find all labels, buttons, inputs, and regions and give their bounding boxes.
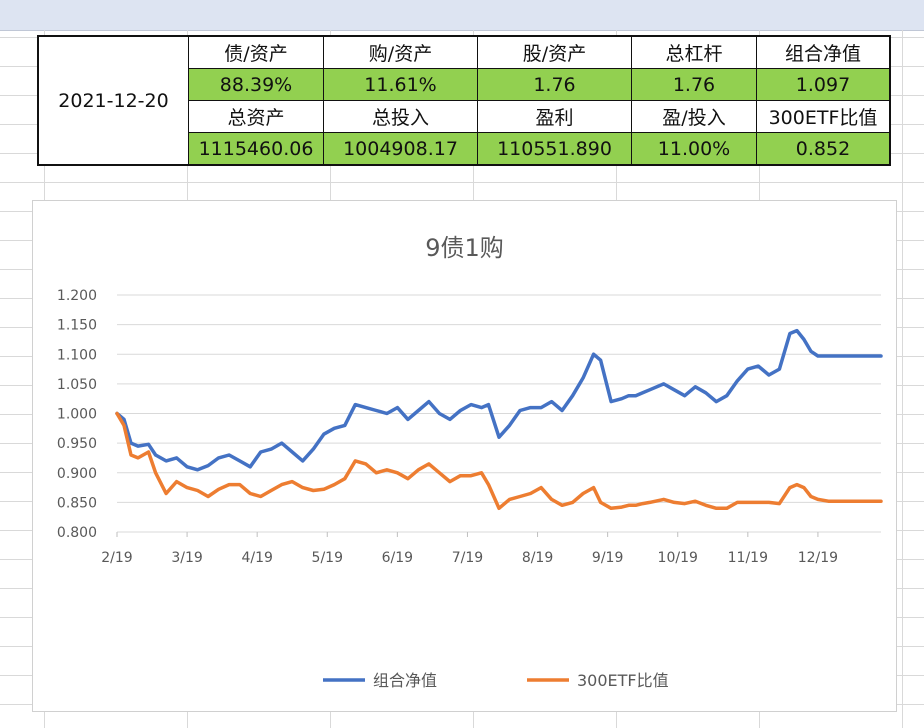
y-tick-label: 1.150 [57, 318, 97, 334]
x-tick-label: 5/19 [312, 550, 343, 566]
chart-title: 9债1购 [425, 234, 504, 262]
summary-date[interactable]: 2021-12-20 [37, 35, 189, 166]
value-total-assets[interactable]: 1115460.06 [188, 132, 324, 166]
x-tick-label: 11/19 [728, 550, 768, 566]
chart-gridlines [117, 294, 881, 533]
value-call-ratio[interactable]: 11.61% [323, 68, 478, 101]
header-total-assets[interactable]: 总资产 [188, 100, 324, 133]
series-line-etf-ratio[interactable] [115, 411, 883, 511]
header-total-investment[interactable]: 总投入 [323, 100, 478, 133]
series-line-portfolio-nav[interactable] [115, 328, 883, 472]
y-tick-label: 1.000 [57, 407, 97, 423]
x-tick-label: 2/19 [101, 550, 132, 566]
chart-legend: 组合净值 300ETF比值 [323, 671, 669, 690]
spreadsheet-toolbar-strip [0, 0, 924, 31]
legend-label: 300ETF比值 [577, 671, 669, 690]
value-total-leverage[interactable]: 1.76 [631, 68, 757, 101]
x-tick-label: 7/19 [452, 550, 483, 566]
x-tick-label: 8/19 [522, 550, 553, 566]
header-total-leverage[interactable]: 总杠杆 [631, 35, 757, 69]
x-axis-ticks: 2/19 3/19 4/19 5/19 6/19 7/19 8/19 9/19 10/19 11/… [101, 532, 838, 566]
value-etf-ratio[interactable]: 0.852 [756, 132, 891, 166]
summary-value-row-1: 88.39% 11.61% 1.76 1.76 1.097 [38, 68, 891, 101]
value-portfolio-nav[interactable]: 1.097 [756, 68, 891, 101]
y-axis-ticks: 0.800 0.850 0.900 0.950 1.000 1.050 1.100 1.150… [57, 288, 97, 541]
chart-canvas: 9债1购 0.800 0.850 0.900 0.950 1.000 1.050 1.100… [57, 234, 883, 690]
header-portfolio-nav[interactable]: 组合净值 [756, 35, 891, 69]
y-tick-label: 1.100 [57, 347, 97, 363]
line-chart[interactable]: 9债1购 0.800 0.850 0.900 0.950 1.000 1.050 1.100… [32, 200, 897, 712]
summary-value-row-2: 1115460.06 1004908.17 110551.890 11.00% … [38, 132, 891, 166]
y-tick-label: 0.850 [57, 495, 97, 511]
summary-header-row-1: 2021-12-20 债/资产 购/资产 股/资产 总杠杆 组合净值 [37, 35, 891, 166]
summary-table: 2021-12-20 债/资产 购/资产 股/资产 总杠杆 组合净值 88.39… [37, 35, 891, 166]
value-profit[interactable]: 110551.890 [477, 132, 632, 166]
x-tick-label: 12/19 [798, 550, 838, 566]
summary-header-row-2: 总资产 总投入 盈利 盈/投入 300ETF比值 [38, 100, 891, 133]
y-tick-label: 1.050 [57, 377, 97, 393]
header-call-ratio[interactable]: 购/资产 [323, 35, 478, 69]
x-tick-label: 3/19 [171, 550, 202, 566]
x-tick-label: 4/19 [241, 550, 272, 566]
y-tick-label: 0.900 [57, 466, 97, 482]
value-stock-ratio[interactable]: 1.76 [477, 68, 632, 101]
x-tick-label: 9/19 [592, 550, 623, 566]
value-profit-ratio[interactable]: 11.00% [631, 132, 757, 166]
header-profit[interactable]: 盈利 [477, 100, 632, 133]
chart-series-lines [115, 328, 883, 511]
y-tick-label: 0.800 [57, 525, 97, 541]
legend-label: 组合净值 [373, 671, 437, 690]
header-bond-ratio[interactable]: 债/资产 [188, 35, 324, 69]
x-tick-label: 10/19 [658, 550, 698, 566]
header-profit-ratio[interactable]: 盈/投入 [631, 100, 757, 133]
y-tick-label: 1.200 [57, 288, 97, 304]
y-tick-label: 0.950 [57, 436, 97, 452]
header-stock-ratio[interactable]: 股/资产 [477, 35, 632, 69]
header-etf-ratio[interactable]: 300ETF比值 [756, 100, 891, 133]
x-tick-label: 6/19 [382, 550, 413, 566]
value-total-investment[interactable]: 1004908.17 [323, 132, 478, 166]
value-bond-ratio[interactable]: 88.39% [188, 68, 324, 101]
